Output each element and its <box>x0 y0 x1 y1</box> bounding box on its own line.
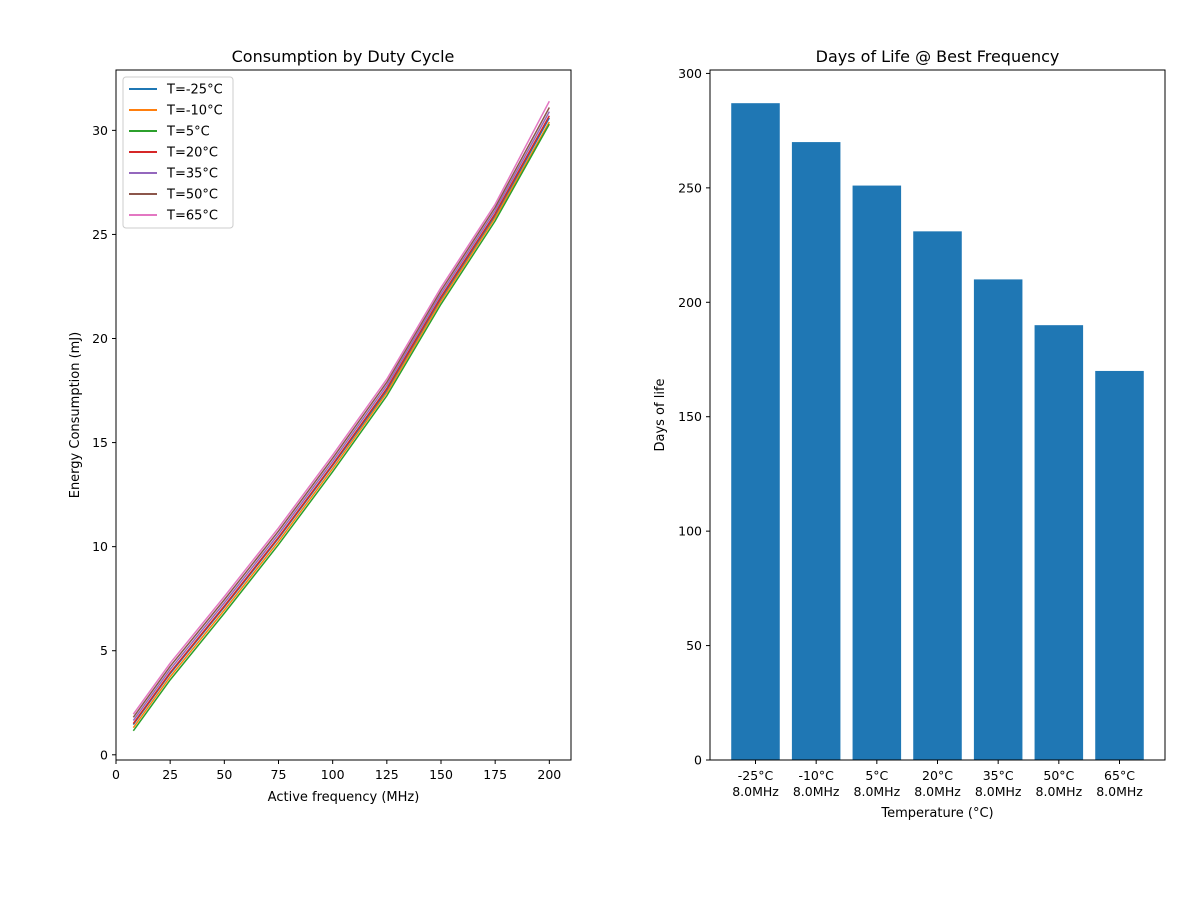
x-tick-label: 150 <box>429 767 453 782</box>
line-chart-x-label: Active frequency (MHz) <box>268 790 420 805</box>
legend-label: T=65°C <box>166 209 218 224</box>
x-tick-label: 0 <box>112 767 120 782</box>
bar-chart-title: Days of Life @ Best Frequency <box>816 47 1060 66</box>
x-tick-label: 20°C <box>922 768 953 783</box>
y-tick-label: 20 <box>92 331 108 346</box>
bar-chart: Days of Life @ Best Frequency -25°C8.0MH… <box>653 47 1166 821</box>
legend-label: T=50°C <box>166 188 218 203</box>
x-tick-label: 50 <box>216 767 232 782</box>
y-tick-label: 50 <box>686 638 702 653</box>
y-tick-label: 0 <box>100 747 108 762</box>
line-series-3 <box>132 115 550 725</box>
line-chart-legend: T=-25°C T=-10°C T=5°C T=20°C T=35°C T=50°C T=6… <box>122 76 234 229</box>
bar <box>913 231 962 761</box>
y-tick-label: 150 <box>678 409 702 424</box>
x-tick-label: 8.0MHz <box>793 784 840 799</box>
bar <box>1095 370 1144 760</box>
x-tick-label: 8.0MHz <box>914 784 961 799</box>
line-chart-y-axis: 0 5 10 15 20 25 30 <box>92 123 116 762</box>
y-tick-label: 15 <box>92 435 108 450</box>
x-tick-label: -10°C <box>798 768 834 783</box>
bar-chart-x-label: Temperature (°C) <box>880 806 993 821</box>
line-series-6 <box>132 100 550 715</box>
line-series-5 <box>132 107 550 718</box>
bar <box>852 185 902 760</box>
y-tick-label: 25 <box>92 227 108 242</box>
legend-label: T=5°C <box>166 125 210 140</box>
x-tick-label: 200 <box>537 767 561 782</box>
bar <box>731 103 780 760</box>
line-chart-title: Consumption by Duty Cycle <box>232 47 455 66</box>
bar-chart-y-axis: 0 50 100 150 200 250 300 <box>678 66 710 768</box>
line-chart: Consumption by Duty Cycle 0 25 50 75 100 125 1… <box>68 47 572 805</box>
y-tick-label: 200 <box>678 295 702 310</box>
bar-chart-plot-area <box>709 69 1166 761</box>
bar <box>791 142 841 761</box>
x-tick-label: 65°C <box>1104 768 1135 783</box>
x-tick-label: 35°C <box>983 768 1014 783</box>
line-series-4 <box>132 111 550 721</box>
line-chart-frame <box>115 69 572 761</box>
x-tick-label: 175 <box>483 767 507 782</box>
x-tick-label: 8.0MHz <box>732 784 779 799</box>
x-tick-label: 8.0MHz <box>1036 784 1083 799</box>
x-tick-label: 8.0MHz <box>1096 784 1143 799</box>
legend-label: T=-10°C <box>166 104 223 119</box>
line-chart-x-axis: 0 25 50 75 100 125 150 175 200 <box>112 760 561 782</box>
x-tick-label: 5°C <box>865 768 888 783</box>
legend-label: T=20°C <box>166 146 218 161</box>
y-tick-label: 10 <box>92 539 108 554</box>
x-tick-label: 100 <box>321 767 345 782</box>
y-tick-label: 250 <box>678 180 702 195</box>
x-tick-label: 125 <box>375 767 399 782</box>
y-tick-label: 300 <box>678 66 702 81</box>
y-tick-label: 100 <box>678 524 702 539</box>
line-series-1 <box>132 121 550 729</box>
legend-label: T=-25°C <box>166 83 223 98</box>
x-tick-label: 25 <box>162 767 178 782</box>
x-tick-label: -25°C <box>738 768 774 783</box>
line-series-2 <box>132 123 550 732</box>
bar <box>1034 325 1084 760</box>
x-tick-label: 75 <box>271 767 287 782</box>
line-chart-y-label: Energy Consumption (mJ) <box>68 332 83 499</box>
x-tick-label: 8.0MHz <box>975 784 1022 799</box>
x-tick-label: 8.0MHz <box>854 784 901 799</box>
y-tick-label: 0 <box>694 753 702 768</box>
x-tick-label: 50°C <box>1043 768 1074 783</box>
y-tick-label: 30 <box>92 123 108 138</box>
bar-chart-x-axis: -25°C8.0MHz-10°C8.0MHz5°C8.0MHz20°C8.0MH… <box>732 760 1143 799</box>
y-tick-label: 5 <box>100 643 108 658</box>
bar-chart-y-label: Days of life <box>653 378 668 451</box>
bar <box>973 279 1023 760</box>
line-chart-plot-area <box>115 69 572 761</box>
legend-label: T=35°C <box>166 167 218 182</box>
legend-frame <box>122 76 234 229</box>
